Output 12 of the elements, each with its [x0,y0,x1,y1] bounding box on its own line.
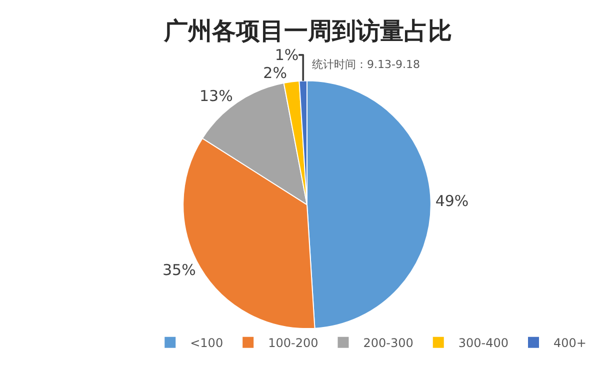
data-label: 1% [274,46,299,64]
chart-title: 广州各项目一周到访量占比 [163,17,452,45]
legend-label: 300-400 [458,336,509,350]
text: 统计时间：9.13-9.18 [312,58,420,71]
data-label: 13% [200,87,233,106]
legend-label: 100-200 [268,336,318,350]
data-label: 35% [162,261,196,280]
data-label: 49% [435,192,469,210]
legend-label: 400+ [554,336,586,350]
data-label: 2% [263,64,287,82]
legend-label: <100 [190,336,224,350]
legend-label: 200-300 [363,336,414,350]
